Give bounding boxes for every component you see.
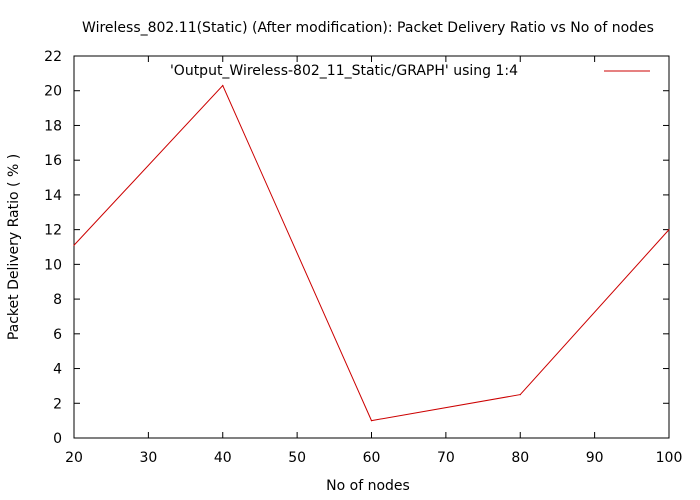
y-tick-label: 14 [44, 188, 62, 204]
chart-title: Wireless_802.11(Static) (After modificat… [82, 20, 654, 36]
x-tick-label: 40 [214, 450, 232, 466]
y-tick-label: 20 [44, 84, 62, 100]
data-point [73, 244, 75, 246]
x-tick-label: 70 [437, 450, 455, 466]
y-tick-label: 12 [44, 223, 62, 239]
x-tick-label: 50 [288, 450, 306, 466]
plot-frame [73, 55, 670, 439]
data-point [370, 420, 373, 422]
x-tick-label: 30 [139, 450, 157, 466]
x-tick-label: 90 [586, 450, 604, 466]
y-tick-label: 22 [44, 49, 62, 65]
series-group [73, 84, 670, 422]
y-tick-label: 2 [53, 396, 62, 412]
x-tick-label: 60 [363, 450, 381, 466]
data-point [668, 229, 670, 231]
x-tick-label: 100 [656, 450, 683, 466]
y-tick-label: 4 [53, 362, 62, 378]
axis-ticks: 20 30 40 50 60 70 80 90 100 0 2 4 6 8 10 12 14 16 18 20 22 [44, 49, 682, 466]
series-line [73, 84, 670, 422]
legend: 'Output_Wireless-802_11_Static/GRAPH' us… [170, 63, 650, 79]
y-tick-label: 6 [53, 327, 62, 343]
y-tick-label: 0 [53, 431, 62, 447]
x-axis-label: No of nodes [326, 478, 410, 494]
legend-label: 'Output_Wireless-802_11_Static/GRAPH' us… [170, 63, 518, 79]
data-point [519, 393, 521, 396]
data-point [222, 84, 224, 87]
y-tick-label: 8 [53, 292, 62, 308]
y-tick-label: 18 [44, 118, 62, 134]
x-tick-label: 20 [65, 450, 83, 466]
x-tick-label: 80 [511, 450, 529, 466]
y-axis-label: Packet Delivery Ratio ( % ) [6, 154, 22, 340]
y-tick-label: 16 [44, 153, 62, 169]
y-tick-label: 10 [44, 257, 62, 273]
